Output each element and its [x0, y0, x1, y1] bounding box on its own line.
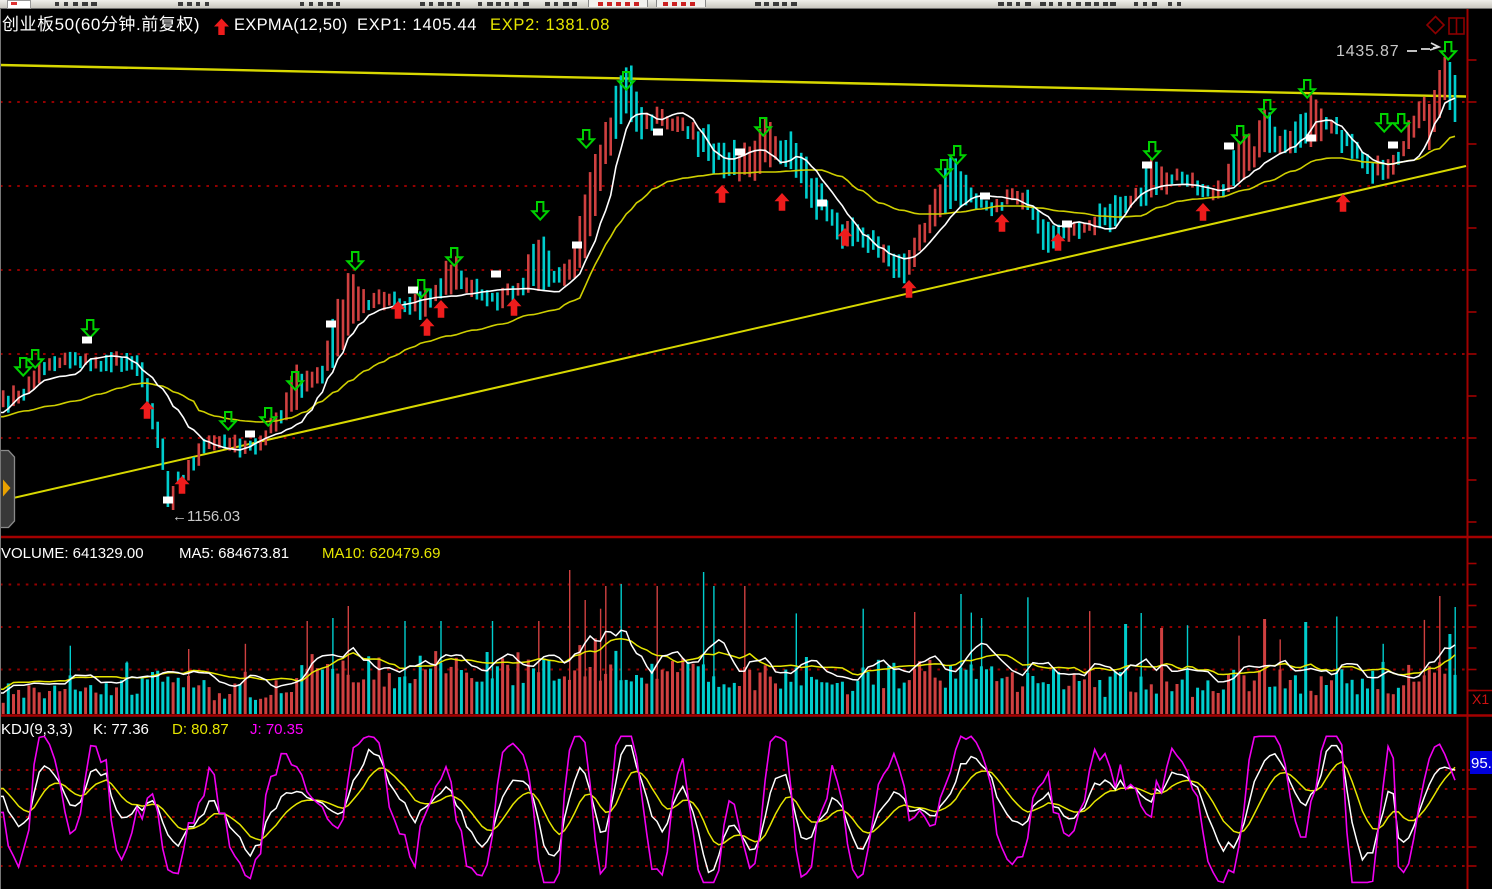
svg-text:1435.87: 1435.87 — [1336, 43, 1399, 60]
svg-text:MA10: 620479.69: MA10: 620479.69 — [322, 545, 440, 562]
svg-text:EXP2: 1381.08: EXP2: 1381.08 — [490, 16, 610, 34]
svg-text:J: 70.35: J: 70.35 — [250, 721, 303, 738]
svg-text:KDJ(9,3,3): KDJ(9,3,3) — [1, 721, 73, 738]
svg-text:D: 80.87: D: 80.87 — [172, 721, 229, 738]
svg-text:95.: 95. — [1471, 755, 1492, 772]
svg-text:←1156.03: ←1156.03 — [172, 508, 240, 525]
svg-text:创业板50(60分钟.前复权): 创业板50(60分钟.前复权) — [2, 15, 200, 34]
svg-text:X1: X1 — [1472, 691, 1489, 707]
svg-text:K: 77.36: K: 77.36 — [93, 721, 149, 738]
svg-text:MA5: 684673.81: MA5: 684673.81 — [179, 545, 289, 562]
svg-text:VOLUME: 641329.00: VOLUME: 641329.00 — [1, 545, 144, 562]
svg-text:EXP1: 1405.44: EXP1: 1405.44 — [357, 16, 477, 34]
svg-text:EXPMA(12,50): EXPMA(12,50) — [234, 16, 348, 34]
